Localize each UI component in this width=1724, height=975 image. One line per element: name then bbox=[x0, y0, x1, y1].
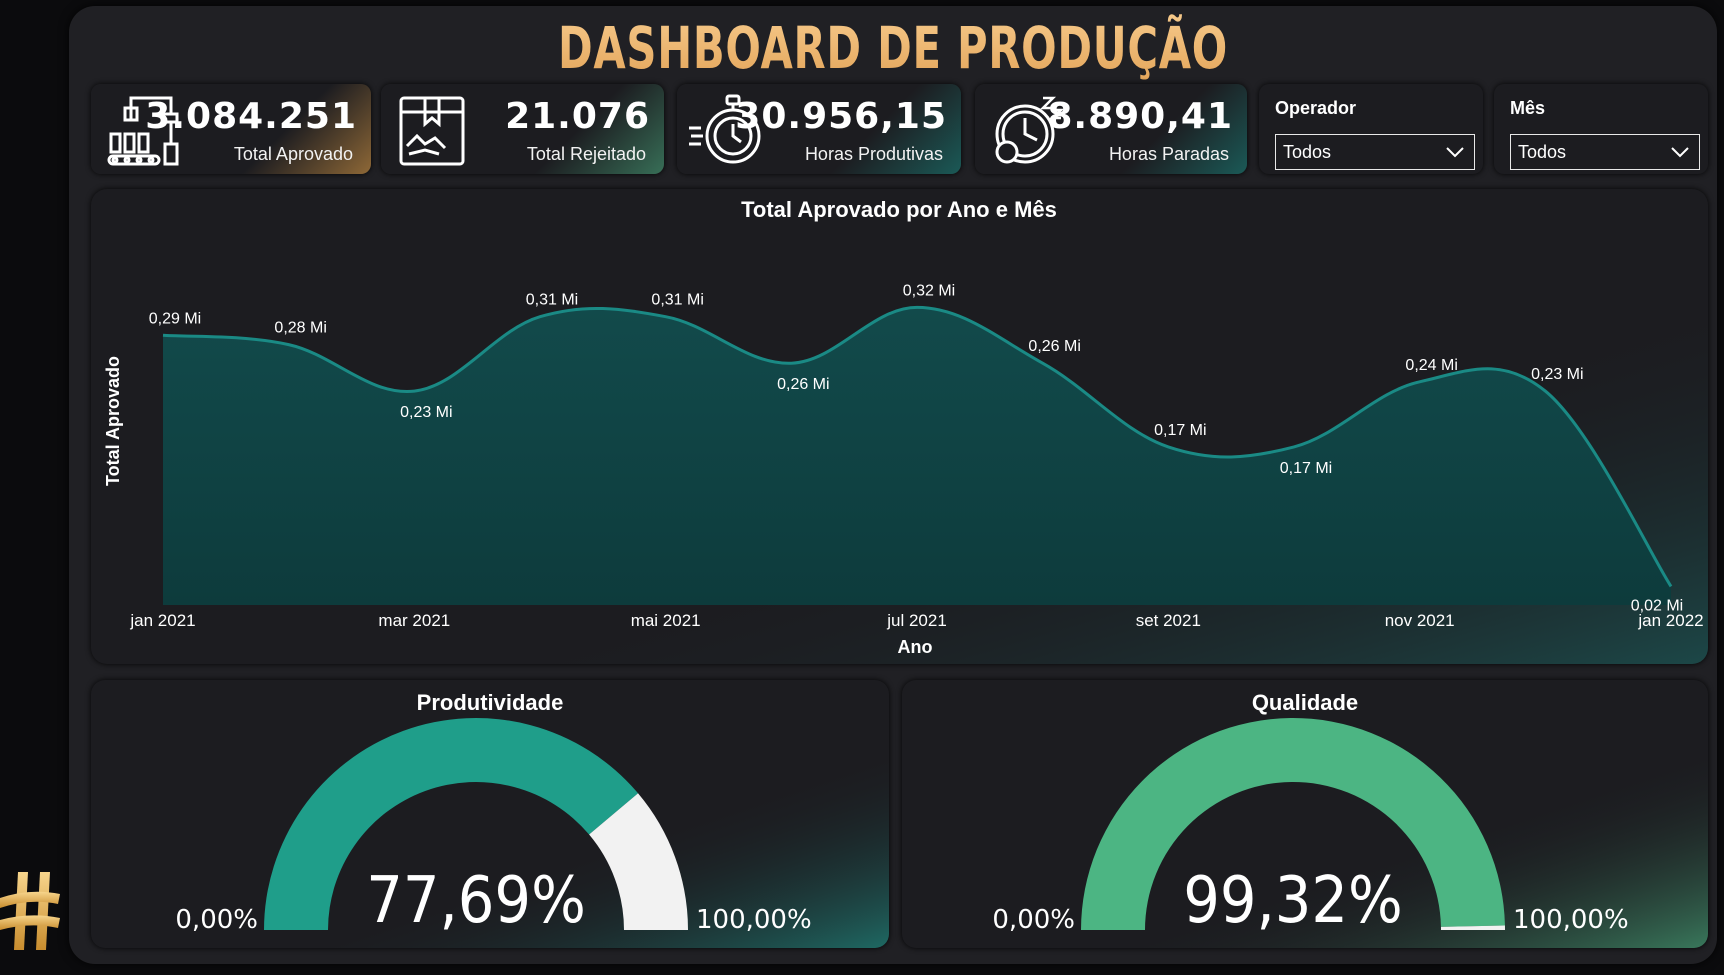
kpi-value: 21.076 bbox=[505, 96, 650, 137]
data-label: 0,26 Mi bbox=[1028, 338, 1080, 355]
kpi-value: 30.956,15 bbox=[735, 96, 947, 137]
gauge-min-label: 0,00% bbox=[992, 905, 1075, 935]
kpi-total-rejeitado[interactable]: 21.076 Total Rejeitado bbox=[381, 84, 664, 174]
gauge-card-qualidade: 99,32% 0,00% 100,00% Qualidade bbox=[902, 680, 1708, 948]
slicer-title: Operador bbox=[1275, 98, 1357, 118]
chart-area-fill bbox=[163, 307, 1671, 605]
gauge-title: Produtividade bbox=[416, 690, 564, 715]
gauge-title: Qualidade bbox=[1251, 690, 1359, 715]
gauge-remaining-arc bbox=[1440, 925, 1505, 930]
x-tick-label: mai 2021 bbox=[631, 611, 701, 630]
kpi-horas-paradas[interactable]: 8.890,41 Horas Paradas bbox=[975, 84, 1247, 174]
area-chart[interactable]: Total Aprovado por Ano e Mês Total Aprov… bbox=[91, 189, 1708, 664]
dropdown-value: Todos bbox=[1518, 142, 1567, 162]
produtividade-gauge[interactable]: 77,69% 0,00% 100,00% bbox=[91, 680, 889, 948]
mes-dropdown[interactable]: Todos bbox=[1510, 134, 1700, 170]
damaged-box-icon bbox=[399, 96, 465, 166]
chart-card: Total Aprovado por Ano e Mês Total Aprov… bbox=[91, 189, 1708, 664]
data-label: 0,31 Mi bbox=[526, 292, 578, 309]
data-label: 0,17 Mi bbox=[1280, 460, 1332, 477]
kpi-label: Horas Produtivas bbox=[804, 144, 943, 164]
gauge-remaining-arc bbox=[589, 793, 688, 930]
robot-arm-icon bbox=[107, 96, 179, 166]
kpi-value: 8.890,41 bbox=[1047, 96, 1233, 137]
kpi-value: 3.084.251 bbox=[145, 96, 357, 137]
data-label: 0,23 Mi bbox=[400, 404, 452, 421]
chevron-down-icon[interactable] bbox=[1444, 143, 1466, 161]
data-label: 0,23 Mi bbox=[1531, 366, 1583, 383]
x-tick-label: set 2021 bbox=[1136, 611, 1201, 630]
brand-logo-icon bbox=[0, 872, 60, 950]
data-label: 0,26 Mi bbox=[777, 376, 829, 393]
x-axis-label: Ano bbox=[898, 637, 933, 657]
gauge-min-label: 0,00% bbox=[175, 905, 258, 935]
gauge-value-arc bbox=[264, 718, 639, 930]
sleeping-clock-icon bbox=[995, 96, 1065, 164]
data-label: 0,24 Mi bbox=[1405, 357, 1457, 374]
data-label: 0,02 Mi bbox=[1631, 597, 1683, 614]
data-label: 0,17 Mi bbox=[1154, 422, 1206, 439]
gauge-max-label: 100,00% bbox=[1513, 905, 1629, 935]
data-label: 0,31 Mi bbox=[651, 292, 703, 309]
gauge-max-label: 100,00% bbox=[696, 905, 812, 935]
slicer-operador: Operador Todos bbox=[1259, 84, 1483, 174]
kpi-label: Total Rejeitado bbox=[526, 144, 646, 164]
y-axis-label: Total Aprovado bbox=[103, 356, 123, 486]
gauge-value-arc bbox=[1081, 717, 1505, 930]
chart-title: Total Aprovado por Ano e Mês bbox=[741, 197, 1057, 222]
qualidade-gauge[interactable]: 99,32% 0,00% 100,00% bbox=[902, 680, 1708, 948]
x-tick-label: mar 2021 bbox=[378, 611, 450, 630]
kpi-total-aprovado[interactable]: 3.084.251 Total Aprovado bbox=[91, 84, 371, 174]
stopwatch-icon bbox=[689, 94, 761, 164]
x-tick-label: jan 2021 bbox=[129, 611, 195, 630]
data-label: 0,32 Mi bbox=[903, 282, 955, 299]
gauge-value-label: 99,32% bbox=[1183, 863, 1403, 938]
dropdown-value: Todos bbox=[1283, 142, 1332, 162]
data-label: 0,29 Mi bbox=[149, 310, 201, 327]
x-tick-label: jul 2021 bbox=[886, 611, 947, 630]
kpi-label: Total Aprovado bbox=[233, 144, 353, 164]
kpi-label: Horas Paradas bbox=[1108, 144, 1229, 164]
slicer-mes: Mês Todos bbox=[1494, 84, 1708, 174]
x-tick-label: jan 2022 bbox=[1637, 611, 1703, 630]
x-tick-label: nov 2021 bbox=[1385, 611, 1455, 630]
operador-dropdown[interactable]: Todos bbox=[1275, 134, 1475, 170]
page-title: DASHBOARD DE PRODUÇÃO bbox=[300, 14, 1487, 82]
slicer-title: Mês bbox=[1510, 98, 1546, 118]
chevron-down-icon[interactable] bbox=[1669, 143, 1691, 161]
gauge-card-produtividade: 77,69% 0,00% 100,00% Produtividade bbox=[91, 680, 889, 948]
series-line[interactable] bbox=[162, 305, 1673, 588]
data-label: 0,28 Mi bbox=[274, 320, 326, 337]
gauge-value-label: 77,69% bbox=[366, 863, 586, 938]
kpi-horas-produtivas[interactable]: 30.956,15 Horas Produtivas bbox=[677, 84, 961, 174]
